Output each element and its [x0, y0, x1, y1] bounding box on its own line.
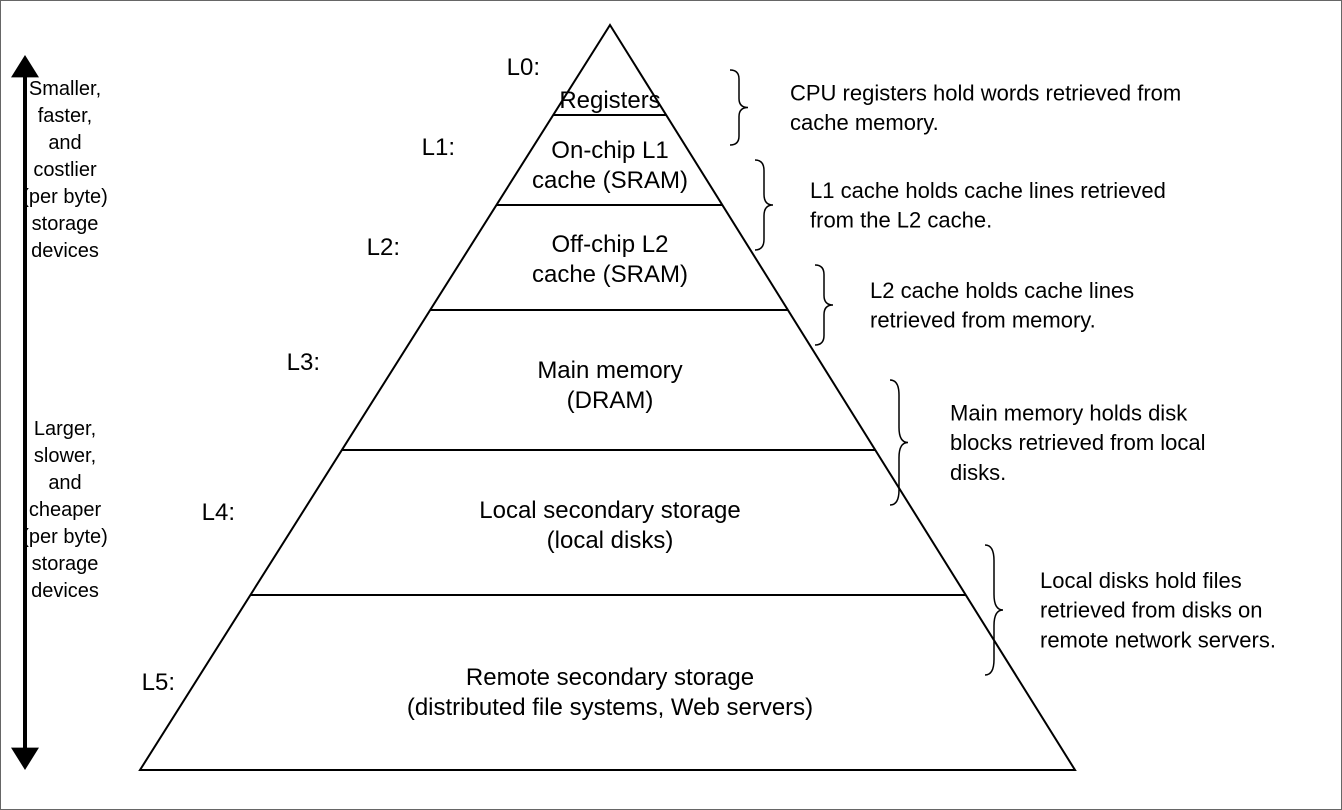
side-label-top-line: faster, [38, 105, 92, 127]
side-label-bottom-line: Larger, [34, 418, 96, 440]
tier-text-l5: (distributed file systems, Web servers) [407, 694, 813, 721]
annotation-text: from the L2 cache. [810, 208, 992, 233]
annotation-text: CPU registers hold words retrieved from [790, 80, 1181, 105]
annotation-text: L1 cache holds cache lines retrieved [810, 178, 1166, 203]
tier-text-l2: cache (SRAM) [532, 261, 688, 288]
annotation-text: Main memory holds disk [950, 401, 1188, 426]
side-label-top-line: storage [32, 213, 99, 235]
side-label-bottom-line: and [48, 472, 81, 494]
side-label-top-line: (per byte) [22, 186, 108, 208]
tier-text-l4: Local secondary storage [479, 497, 741, 524]
tier-text-l5: Remote secondary storage [466, 664, 754, 691]
level-label-l4: L4: [202, 499, 235, 526]
side-label-top-line: devices [31, 240, 99, 262]
side-label-bottom-line: slower, [34, 445, 96, 467]
side-label-bottom-line: devices [31, 580, 99, 602]
tier-text-l2: Off-chip L2 [552, 231, 669, 258]
level-label-l2: L2: [367, 234, 400, 261]
annotation-text: cache memory. [790, 110, 939, 135]
level-label-l1: L1: [422, 134, 455, 161]
level-label-l0: L0: [507, 54, 540, 81]
annotation-text: remote network servers. [1040, 627, 1276, 652]
side-label-top-line: and [48, 132, 81, 154]
annotation-text: blocks retrieved from local [950, 430, 1206, 455]
side-label-bottom-line: cheaper [29, 499, 102, 521]
tier-text-l1: On-chip L1 [551, 137, 668, 164]
tier-text-l3: (DRAM) [567, 387, 654, 414]
annotation-text: Local disks hold files [1040, 568, 1242, 593]
side-label-top-line: Smaller, [29, 78, 101, 100]
side-label-bottom-line: storage [32, 553, 99, 575]
memory-hierarchy-diagram: Smaller, faster, and costlier (per byte) stor… [0, 0, 1342, 810]
tier-text-l3: Main memory [537, 357, 682, 384]
tier-text-l0: Registers [559, 87, 660, 114]
level-label-l3: L3: [287, 349, 320, 376]
tier-text-l4: (local disks) [547, 527, 674, 554]
tier-text-l1: cache (SRAM) [532, 167, 688, 194]
annotation-text: L2 cache holds cache lines [870, 278, 1134, 303]
annotation-text: retrieved from memory. [870, 308, 1096, 333]
side-label-top-line: costlier [33, 159, 97, 181]
annotation-text: disks. [950, 460, 1006, 485]
side-label-bottom: Larger, slower, and cheaper (per byte) storag… [22, 418, 108, 602]
annotation-text: retrieved from disks on [1040, 598, 1263, 623]
side-label-bottom-line: (per byte) [22, 526, 108, 548]
level-label-l5: L5: [142, 669, 175, 696]
